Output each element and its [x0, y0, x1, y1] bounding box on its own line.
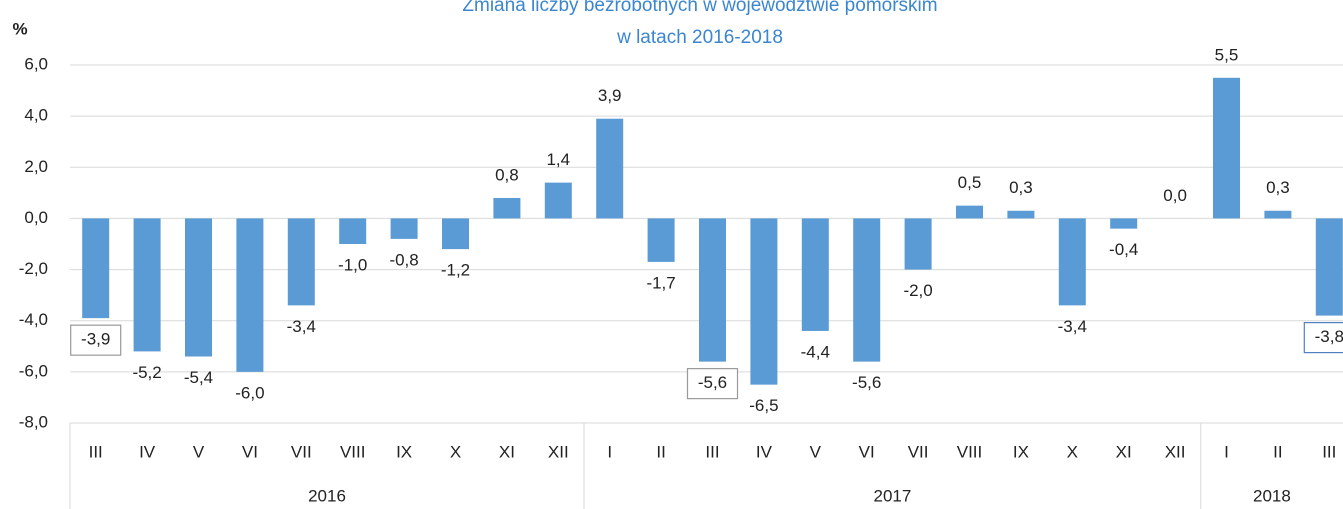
x-tick-label: VI [859, 442, 875, 461]
bar [853, 218, 881, 362]
data-label: -3,8 [1315, 327, 1343, 346]
x-tick-label: VII [291, 442, 312, 461]
x-tick-label: I [1224, 442, 1229, 461]
bar [596, 118, 624, 219]
bar [750, 218, 778, 385]
bar [236, 218, 264, 372]
data-label: -3,4 [287, 317, 316, 336]
x-tick-label: VI [242, 442, 258, 461]
data-label: -5,2 [132, 363, 161, 382]
x-tick-label: IV [756, 442, 773, 461]
group-label: 2018 [1253, 486, 1291, 505]
x-tick-label: III [1322, 442, 1336, 461]
data-label: 5,5 [1215, 45, 1239, 64]
x-tick-label: XII [1165, 442, 1186, 461]
x-tick-label: VIII [340, 442, 366, 461]
x-tick-label: V [193, 442, 205, 461]
bar [544, 182, 572, 219]
y-tick-label: -2,0 [19, 259, 48, 278]
label-box [70, 324, 122, 356]
x-tick-label: XI [1116, 442, 1132, 461]
data-label: -6,0 [235, 383, 264, 402]
data-label: -1,0 [338, 255, 367, 274]
y-tick-label: 2,0 [24, 157, 48, 176]
y-tick-label: 0,0 [24, 208, 48, 227]
label-box [686, 368, 739, 400]
x-tick-label: I [607, 442, 612, 461]
x-tick-label: XII [548, 442, 569, 461]
y-tick-label: -4,0 [19, 310, 48, 329]
bar [1058, 218, 1086, 306]
x-tick-label: VII [908, 442, 929, 461]
data-label: -5,6 [852, 373, 881, 392]
x-tick-label: X [450, 442, 461, 461]
bar [442, 218, 469, 250]
x-tick-label: VIII [957, 442, 983, 461]
bar [133, 218, 161, 352]
data-label: -5,6 [698, 373, 727, 392]
bar [493, 197, 521, 219]
x-tick-label: II [656, 442, 665, 461]
bar [1110, 218, 1138, 229]
bar [82, 218, 110, 319]
bar [1007, 210, 1035, 219]
data-label: -6,5 [749, 396, 778, 415]
data-label: -3,9 [81, 330, 110, 349]
data-label: 0,3 [1009, 178, 1033, 197]
x-tick-label: IV [139, 442, 156, 461]
bar [956, 205, 983, 219]
x-tick-label: III [89, 442, 103, 461]
x-tick-label: IX [396, 442, 412, 461]
y-tick-label: 4,0 [24, 106, 48, 125]
data-label: 0,0 [1163, 186, 1187, 205]
data-label: -2,0 [903, 281, 932, 300]
data-label: 0,3 [1266, 178, 1290, 197]
x-tick-label: V [810, 442, 822, 461]
data-label: -0,8 [389, 250, 418, 269]
data-label: -4,4 [801, 342, 830, 361]
bar [1264, 210, 1292, 219]
bar [1315, 218, 1343, 316]
data-label: -3,4 [1058, 317, 1087, 336]
data-label: -0,4 [1109, 240, 1138, 259]
y-tick-label: 6,0 [24, 54, 48, 73]
x-tick-label: IX [1013, 442, 1029, 461]
x-tick-label: II [1273, 442, 1282, 461]
y-axis-label: % [12, 19, 27, 38]
data-label: 0,8 [495, 165, 519, 184]
bar [390, 218, 418, 239]
data-label: 1,4 [546, 150, 570, 169]
y-tick-label: -6,0 [19, 361, 48, 380]
bar [699, 218, 726, 362]
x-tick-label: XI [499, 442, 515, 461]
bar [904, 218, 932, 270]
data-label: 3,9 [598, 86, 622, 105]
bar [1213, 77, 1240, 219]
label-box [1303, 322, 1343, 354]
bar [801, 218, 829, 331]
x-tick-label: III [705, 442, 719, 461]
bar [287, 218, 315, 306]
group-label: 2016 [308, 486, 346, 505]
chart-title: Zmiana liczby bezrobotnych w województwi… [462, 0, 937, 16]
data-label: -1,7 [646, 273, 675, 292]
data-label: -5,4 [184, 368, 213, 387]
bar [647, 218, 675, 262]
x-tick-label: X [1067, 442, 1078, 461]
group-label: 2017 [873, 486, 911, 505]
bar [185, 218, 212, 357]
data-label: 0,5 [958, 173, 982, 192]
y-tick-label: -8,0 [19, 412, 48, 431]
chart-title: w latach 2016-2018 [616, 27, 783, 48]
data-label: -1,2 [441, 261, 470, 280]
bar [339, 218, 367, 244]
